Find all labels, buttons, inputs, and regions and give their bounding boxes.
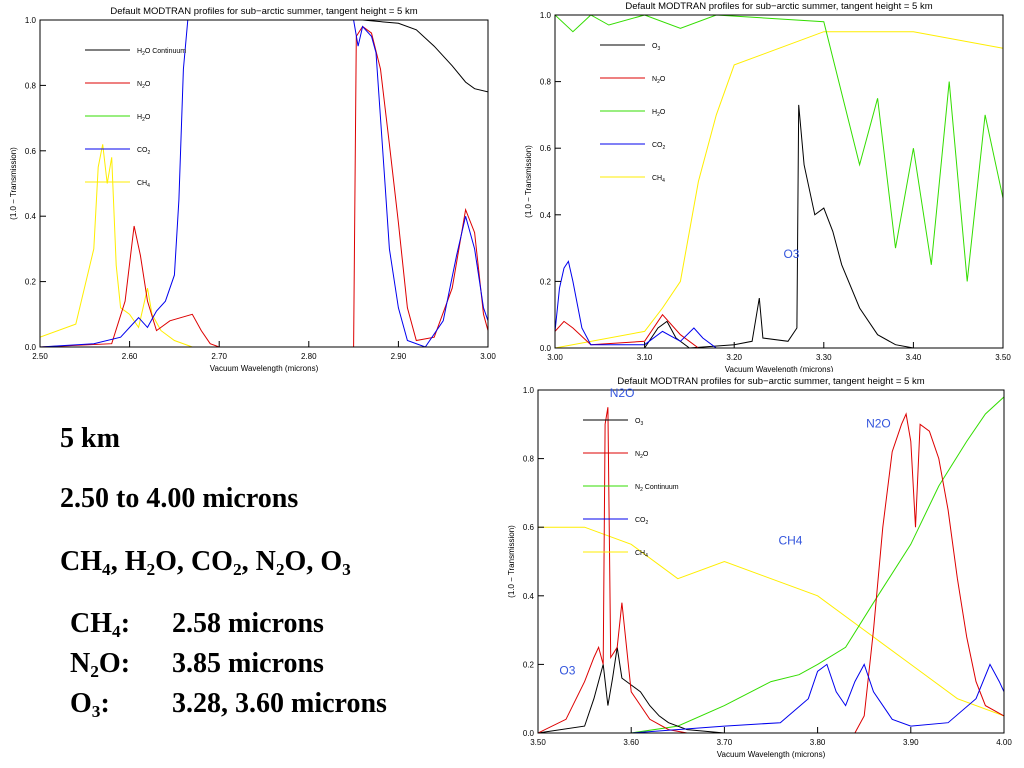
legend-label: CH4 <box>652 175 665 184</box>
series-line <box>538 647 1004 733</box>
y-tick-label: 0.8 <box>523 455 535 464</box>
series-line <box>40 20 488 93</box>
summary-value: 3.85 microns <box>172 648 324 679</box>
chart-title: Default MODTRAN profiles for sub−arctic … <box>617 376 924 387</box>
x-tick-label: 3.80 <box>810 738 826 747</box>
summary-value: 2.58 microns <box>172 608 324 639</box>
series-line <box>40 25 488 347</box>
x-tick-label: 3.90 <box>903 738 919 747</box>
chart-o3-ch4: 3.00 3.10 3.20 3.30 3.40 3.50 0.0 0.2 0.4 0.6 0.8 1… <box>524 1 1011 372</box>
annotation-label: N2O <box>610 386 635 400</box>
legend-label: N2O <box>635 451 649 460</box>
x-tick-label: 2.80 <box>301 352 317 361</box>
y-axis-label: (1.0 − Transmission) <box>9 147 18 220</box>
gas-formula: CH4, <box>60 546 125 580</box>
legend-label: N2O <box>137 81 151 90</box>
series-line <box>555 313 1003 348</box>
y-tick-label: 0.0 <box>523 729 535 738</box>
x-tick-label: 3.70 <box>717 738 733 747</box>
x-tick-label: 3.00 <box>480 352 496 361</box>
series-line <box>538 407 1004 733</box>
y-tick-label: 0.4 <box>540 211 552 220</box>
y-tick-label: 0.2 <box>523 660 535 669</box>
chart-title: Default MODTRAN profiles for sub−arctic … <box>110 6 417 17</box>
x-tick-label: 4.00 <box>996 738 1012 747</box>
x-axis-label: Vacuum Wavelength (microns) <box>210 364 319 373</box>
annotation-label: N2O <box>866 417 891 431</box>
gas-formula: H2O, <box>124 546 191 580</box>
annotation-label: O3 <box>783 247 799 261</box>
x-tick-label: 3.50 <box>530 738 546 747</box>
x-axis-label: Vacuum Wavelength (microns) <box>725 365 834 372</box>
y-tick-label: 0.2 <box>540 277 552 286</box>
y-tick-label: 1.0 <box>523 386 535 395</box>
x-tick-label: 2.50 <box>32 352 48 361</box>
legend-label: N2 Continuum <box>635 484 679 493</box>
series-line <box>40 20 488 347</box>
series-line <box>555 31 1003 348</box>
chart-co2-n2o-ch4: 2.50 2.60 2.70 2.80 2.90 3.00 0.0 0.2 0.4 0.6 0.8 1… <box>9 6 496 373</box>
annotation-label: CH4 <box>778 533 802 547</box>
summary-value: 3.28, 3.60 microns <box>172 688 387 719</box>
x-axis-label: Vacuum Wavelength (microns) <box>717 750 826 759</box>
series-line <box>555 15 1003 282</box>
x-tick-label: 2.60 <box>122 352 138 361</box>
x-tick-label: 3.20 <box>726 353 742 362</box>
gas-formula: N2O, <box>255 546 321 580</box>
summary-gas: CH4: <box>70 608 131 642</box>
x-tick-label: 3.00 <box>547 353 563 362</box>
legend-label: N2O <box>652 76 666 85</box>
y-tick-label: 0.4 <box>25 212 37 221</box>
x-tick-label: 2.70 <box>211 352 227 361</box>
x-tick-label: 3.60 <box>623 738 639 747</box>
plot-frame <box>537 389 1005 734</box>
legend-label: CO2 <box>635 517 649 526</box>
legend-label: O3 <box>652 43 660 52</box>
legend-label: H2O <box>652 109 666 118</box>
range-label: 2.50 to 4.00 microns <box>60 483 299 514</box>
chart-title: Default MODTRAN profiles for sub−arctic … <box>625 1 932 12</box>
y-tick-label: 0.0 <box>540 344 552 353</box>
series-line <box>40 144 488 347</box>
gases-list: CH4, H2O, CO2, N2O, O3 <box>60 546 351 580</box>
series-line <box>538 396 1004 733</box>
legend-label: CO2 <box>652 142 666 151</box>
x-tick-label: 3.50 <box>995 353 1011 362</box>
y-tick-label: 0.6 <box>523 523 535 532</box>
y-tick-label: 0.4 <box>523 592 535 601</box>
x-tick-label: 3.40 <box>906 353 922 362</box>
y-tick-label: 0.8 <box>25 81 37 90</box>
legend-label: CH4 <box>137 180 150 189</box>
series-line <box>538 526 1004 717</box>
plot-frame <box>39 19 489 348</box>
annotation-label: O3 <box>559 664 575 678</box>
y-axis-label: (1.0 − Transmission) <box>524 145 533 218</box>
x-tick-label: 2.90 <box>391 352 407 361</box>
y-tick-label: 0.6 <box>540 144 552 153</box>
y-tick-label: 1.0 <box>540 11 552 20</box>
gas-formula: O3 <box>320 546 351 580</box>
y-tick-label: 0.6 <box>25 147 37 156</box>
legend-label: CH4 <box>635 550 648 559</box>
legend-label: CO2 <box>137 147 151 156</box>
summary-gas: N2O: <box>70 648 131 682</box>
y-tick-label: 0.2 <box>25 278 37 287</box>
x-tick-label: 3.30 <box>816 353 832 362</box>
chart-n2o-continuum: 3.50 3.60 3.70 3.80 3.90 4.00 0.0 0.2 0.4 0.6 0.8 1… <box>507 376 1012 759</box>
legend-label: H2O Continuum <box>137 48 186 57</box>
summary-gas: O3: <box>70 688 110 722</box>
series-line <box>555 260 1003 348</box>
series-line <box>555 104 1003 348</box>
x-tick-label: 3.10 <box>637 353 653 362</box>
series-line <box>538 663 1004 733</box>
plot-frame <box>554 14 1004 349</box>
y-tick-label: 1.0 <box>25 16 37 25</box>
legend-label: O3 <box>635 418 643 427</box>
y-tick-label: 0.0 <box>25 343 37 352</box>
height-label: 5 km <box>60 423 120 454</box>
legend-label: H2O <box>137 114 151 123</box>
y-axis-label: (1.0 − Transmission) <box>507 525 516 598</box>
y-tick-label: 0.8 <box>540 78 552 87</box>
gas-formula: CO2, <box>190 546 256 580</box>
